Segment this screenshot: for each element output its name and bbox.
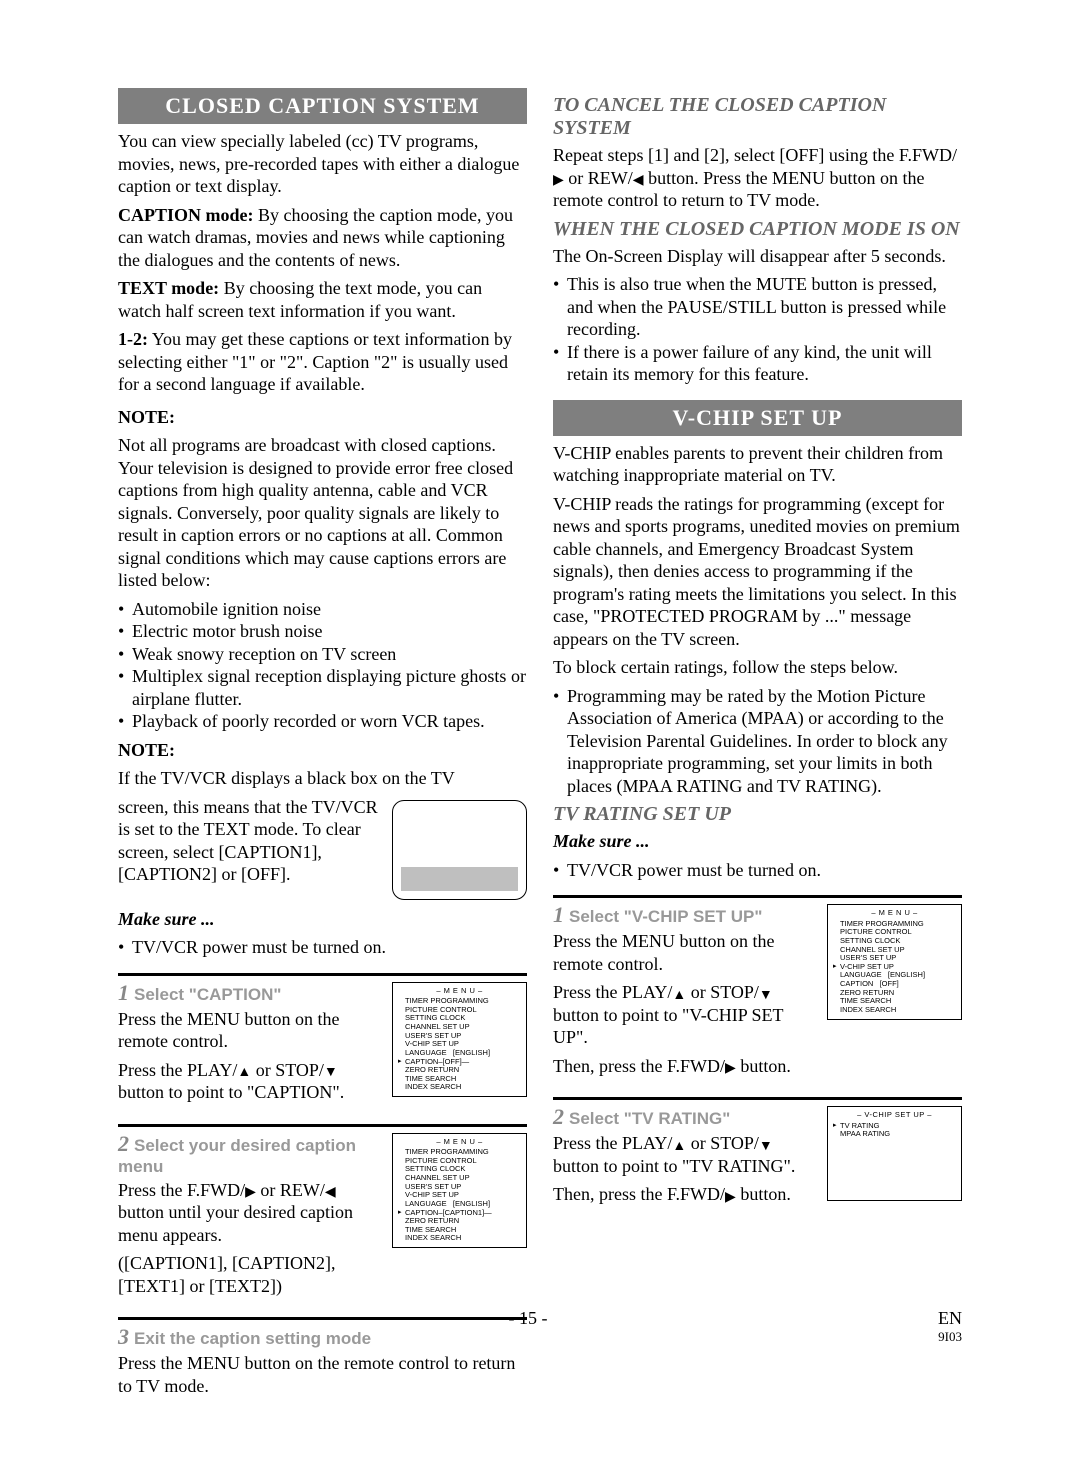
osd-menu-1: – M E N U –TIMER PROGRAMMINGPICTURE CONT… — [392, 982, 527, 1098]
left-icon: ◀ — [633, 172, 644, 186]
right-icon: ▶ — [725, 1060, 736, 1074]
note2-wrap: screen, this means that the TV/VCR is se… — [118, 796, 527, 904]
note-label: NOTE: — [118, 406, 527, 429]
cc-mode-on-text: The On-Screen Display will disappear aft… — [553, 245, 962, 268]
up-icon: ▲ — [672, 1138, 686, 1152]
step-body: Press the PLAY/▲ or STOP/▼ button to poi… — [553, 981, 817, 1049]
bullet: Electric motor brush noise — [118, 620, 527, 643]
step-body: Press the PLAY/▲ or STOP/▼ button to poi… — [553, 1132, 817, 1177]
note-bullets: Automobile ignition noise Electric motor… — [118, 598, 527, 733]
right-column: TO CANCEL THE CLOSED CAPTION SYSTEM Repe… — [553, 88, 962, 1403]
tv-screen-icon — [392, 800, 527, 900]
page-footer: - 15 - EN 9I03 — [0, 1308, 1080, 1345]
right-step-1: 1Select "V-CHIP SET UP" Press the MENU b… — [553, 895, 962, 1083]
down-icon: ▼ — [324, 1064, 338, 1078]
footer-lang: EN — [938, 1308, 962, 1328]
vchip-p2: V-CHIP reads the ratings for programming… — [553, 493, 962, 651]
osd-menu-2: – M E N U –TIMER PROGRAMMINGPICTURE CONT… — [392, 1133, 527, 1249]
note2-label: NOTE: — [118, 739, 527, 762]
left-column: CLOSED CAPTION SYSTEM You can view speci… — [118, 88, 527, 1403]
cc-mode-on-heading: WHEN THE CLOSED CAPTION MODE IS ON — [553, 218, 962, 241]
footer-right: EN 9I03 — [938, 1308, 962, 1345]
step-body: Then, press the F.FWD/▶ button. — [553, 1183, 817, 1206]
step-title: 2Select your desired caption menu — [118, 1131, 382, 1177]
note-text: Not all programs are broadcast with clos… — [118, 434, 527, 592]
cc-mode-bullets: This is also true when the MUTE button i… — [553, 273, 962, 386]
left-icon: ◀ — [325, 1184, 336, 1198]
page-number: - 15 - — [509, 1308, 548, 1345]
one-two-para: 1-2: You may get these captions or text … — [118, 328, 527, 396]
down-icon: ▼ — [759, 987, 773, 1001]
right-icon: ▶ — [725, 1189, 736, 1203]
osd-menu-4: – V-CHIP SET UP –▸TV RATINGMPAA RATING — [827, 1106, 962, 1201]
left-step-2: 2Select your desired caption menu Press … — [118, 1124, 527, 1304]
tv-rating-heading: TV RATING SET UP — [553, 803, 962, 826]
bullet: If there is a power failure of any kind,… — [553, 341, 962, 386]
bullet: This is also true when the MUTE button i… — [553, 273, 962, 341]
right-step-2: 2Select "TV RATING" Press the PLAY/▲ or … — [553, 1097, 962, 1212]
make-sure-item: TV/VCR power must be turned on. — [553, 859, 962, 882]
bullet: Playback of poorly recorded or worn VCR … — [118, 710, 527, 733]
bullet: Programming may be rated by the Motion P… — [553, 685, 962, 798]
step-body: Press the MENU button on the remote cont… — [118, 1352, 527, 1397]
step-body: Then, press the F.FWD/▶ button. — [553, 1055, 817, 1078]
step-number: 1 — [553, 902, 564, 927]
cancel-cc-text: Repeat steps [1] and [2], select [OFF] u… — [553, 144, 962, 212]
right-icon: ▶ — [553, 172, 564, 186]
note2-a: If the TV/VCR displays a black box on th… — [118, 767, 527, 790]
caption-mode-label: CAPTION mode: — [118, 205, 254, 225]
right-icon: ▶ — [245, 1184, 256, 1198]
down-icon: ▼ — [759, 1138, 773, 1152]
footer-code: 9I03 — [938, 1329, 962, 1345]
caption-mode-para: CAPTION mode: By choosing the caption mo… — [118, 204, 527, 272]
step-number: 2 — [553, 1104, 564, 1129]
step-number: 1 — [118, 980, 129, 1005]
closed-caption-header: CLOSED CAPTION SYSTEM — [118, 88, 527, 124]
step-title: 1Select "CAPTION" — [118, 980, 382, 1006]
up-icon: ▲ — [672, 987, 686, 1001]
bullet: Automobile ignition noise — [118, 598, 527, 621]
bullet: Weak snowy reception on TV screen — [118, 643, 527, 666]
step-number: 2 — [118, 1131, 129, 1156]
step-title: 1Select "V-CHIP SET UP" — [553, 902, 817, 928]
one-two-text: You may get these captions or text infor… — [118, 329, 512, 394]
up-icon: ▲ — [237, 1064, 251, 1078]
vchip-p1: V-CHIP enables parents to prevent their … — [553, 442, 962, 487]
osd-menu-3: – M E N U –TIMER PROGRAMMINGPICTURE CONT… — [827, 904, 962, 1020]
step-body: Press the MENU button on the remote cont… — [118, 1008, 382, 1053]
vchip-p3: To block certain ratings, follow the ste… — [553, 656, 962, 679]
step-body: ([CAPTION1], [CAPTION2], [TEXT1] or [TEX… — [118, 1252, 382, 1297]
step-body: Press the PLAY/▲ or STOP/▼ button to poi… — [118, 1059, 382, 1104]
cc-intro: You can view specially labeled (cc) TV p… — [118, 130, 527, 198]
make-sure-item: TV/VCR power must be turned on. — [118, 936, 527, 959]
make-sure-heading: Make sure ... — [118, 908, 527, 931]
bullet: Multiplex signal reception displaying pi… — [118, 665, 527, 710]
make-sure-heading: Make sure ... — [553, 830, 962, 853]
vchip-header: V-CHIP SET UP — [553, 400, 962, 436]
text-mode-label: TEXT mode: — [118, 278, 219, 298]
step-body: Press the MENU button on the remote cont… — [553, 930, 817, 975]
cancel-cc-heading: TO CANCEL THE CLOSED CAPTION SYSTEM — [553, 94, 962, 140]
text-mode-para: TEXT mode: By choosing the text mode, yo… — [118, 277, 527, 322]
step-body: Press the F.FWD/▶ or REW/◀ button until … — [118, 1179, 382, 1247]
one-two-label: 1-2: — [118, 329, 148, 349]
step-title: 2Select "TV RATING" — [553, 1104, 817, 1130]
left-step-1: 1Select "CAPTION" Press the MENU button … — [118, 973, 527, 1110]
